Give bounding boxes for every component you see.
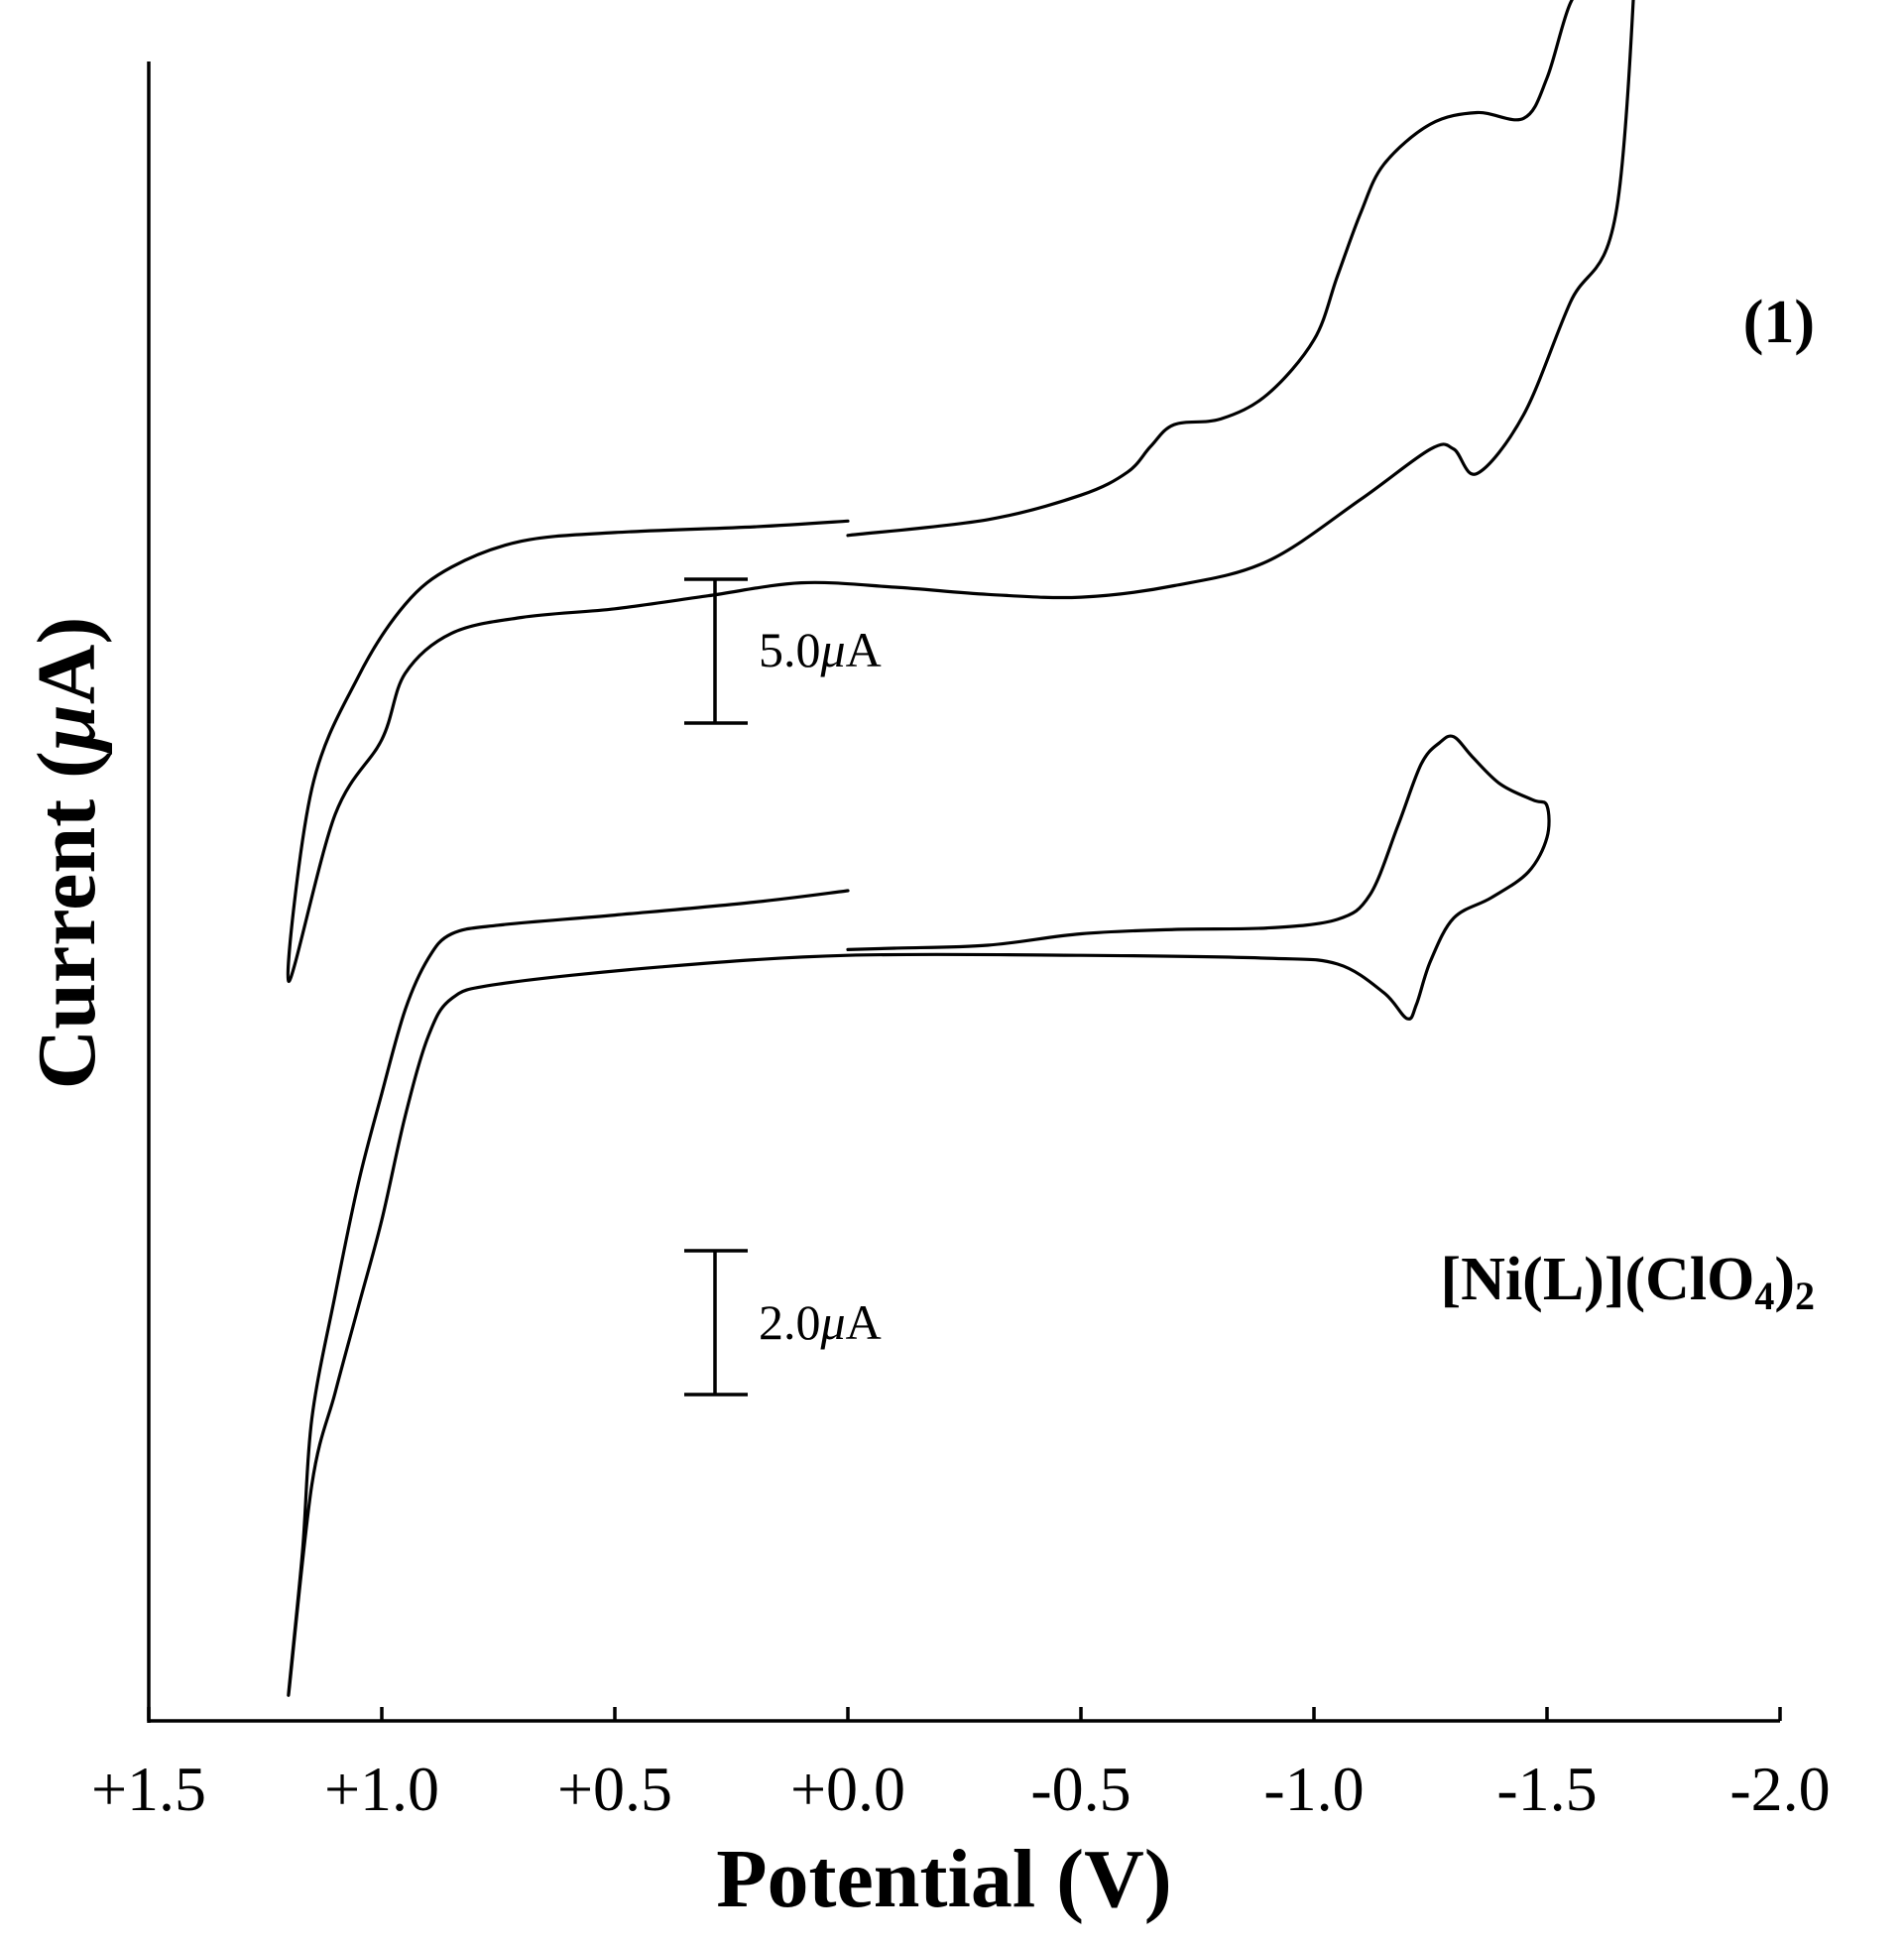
x-tick-label-0: +1.5 <box>91 1754 206 1824</box>
series-1-trace <box>286 0 1635 983</box>
x-axis-title: Potential (V) <box>716 1833 1172 1925</box>
axes <box>147 61 1780 1723</box>
series-2-label: [Ni(L)](ClO4)2 <box>1441 1246 1815 1318</box>
scale-bar-2-label: 2.0μA <box>759 1294 882 1350</box>
traces <box>286 0 1635 1697</box>
x-tick-label-7: -2.0 <box>1729 1754 1830 1824</box>
scale-bar-series-2: 2.0μA <box>684 1249 882 1397</box>
x-tick-label-4: -0.5 <box>1030 1754 1130 1824</box>
x-tick-label-5: -1.0 <box>1263 1754 1364 1824</box>
scale-bar-series-1: 5.0μA <box>684 577 882 725</box>
x-tick-label-1: +1.0 <box>324 1754 439 1824</box>
x-tick-label-2: +0.5 <box>557 1754 672 1824</box>
y-axis-title: Current (μA) <box>21 617 113 1090</box>
x-tick-label-6: -1.5 <box>1496 1754 1597 1824</box>
series-2-trace <box>287 734 1551 1697</box>
x-ticks <box>147 1707 1782 1721</box>
x-tick-labels: +1.5 +1.0 +0.5 +0.0 -0.5 -1.0 -1.5 -2.0 <box>91 1754 1831 1824</box>
scale-bar-1-label: 5.0μA <box>759 622 882 677</box>
x-tick-label-3: +0.0 <box>790 1754 905 1824</box>
series-1-label: (1) <box>1743 289 1815 356</box>
